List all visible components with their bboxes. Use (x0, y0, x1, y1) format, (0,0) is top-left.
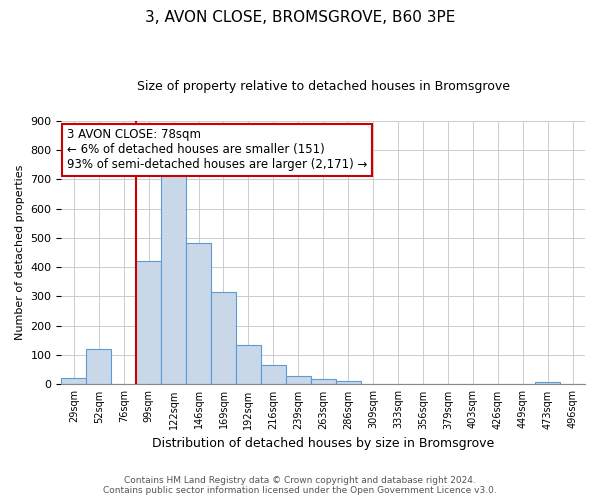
Text: Contains HM Land Registry data © Crown copyright and database right 2024.
Contai: Contains HM Land Registry data © Crown c… (103, 476, 497, 495)
Bar (261, 366, 286, 384)
Bar (286, 376, 311, 384)
Bar (335, 382, 361, 384)
Bar (211, 292, 236, 384)
Text: 3 AVON CLOSE: 78sqm
← 6% of detached houses are smaller (151)
93% of semi-detach: 3 AVON CLOSE: 78sqm ← 6% of detached hou… (67, 128, 367, 172)
Bar (186, 243, 211, 384)
Text: 3, AVON CLOSE, BROMSGROVE, B60 3PE: 3, AVON CLOSE, BROMSGROVE, B60 3PE (145, 10, 455, 25)
Bar (61, 378, 86, 384)
Bar (86, 348, 111, 384)
Y-axis label: Number of detached properties: Number of detached properties (15, 165, 25, 340)
Bar (236, 346, 261, 385)
Bar (535, 382, 560, 384)
Bar (311, 378, 335, 384)
Bar (136, 260, 161, 384)
X-axis label: Distribution of detached houses by size in Bromsgrove: Distribution of detached houses by size … (152, 437, 494, 450)
Title: Size of property relative to detached houses in Bromsgrove: Size of property relative to detached ho… (137, 80, 510, 93)
Bar (161, 170, 186, 384)
